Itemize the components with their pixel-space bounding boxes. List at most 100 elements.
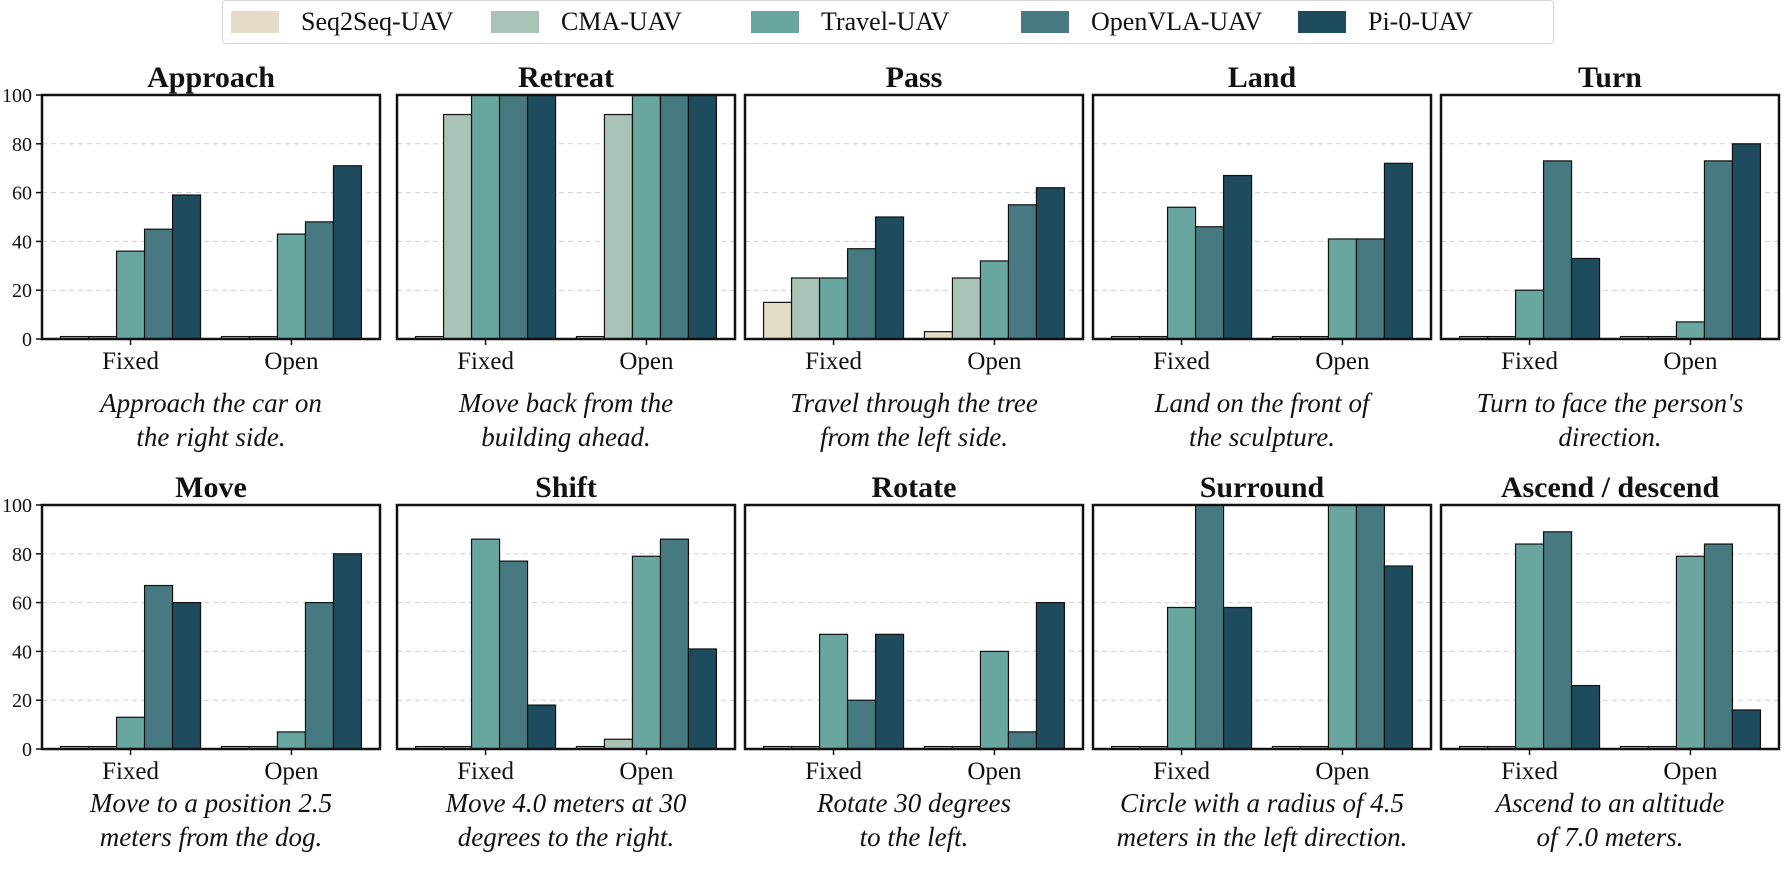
bar xyxy=(304,221,335,340)
chart-caption-line: Rotate 30 degrees xyxy=(816,788,1011,818)
legend-label: CMA-UAV xyxy=(561,7,682,36)
bar xyxy=(1327,504,1358,750)
legend-swatch xyxy=(1298,11,1346,33)
plot-frame xyxy=(1439,503,1781,751)
chart-title: Shift xyxy=(535,471,597,504)
x-tick-label: Open xyxy=(264,758,319,785)
bar xyxy=(115,250,146,340)
y-tick-label: 20 xyxy=(12,690,32,712)
bar xyxy=(276,731,307,750)
bar xyxy=(526,704,557,750)
chart-caption-line: building ahead. xyxy=(481,422,651,452)
bar xyxy=(470,94,501,340)
chart-caption-line: the right side. xyxy=(136,422,285,452)
bar xyxy=(1355,238,1386,340)
chart-panel: Fixed Open Rotate Rotate 30 degrees to the l… xyxy=(743,471,1085,852)
x-tick-label: Open xyxy=(1663,758,1718,785)
chart-caption-line: degrees to the right. xyxy=(458,822,674,852)
x-tick-label: Open xyxy=(967,758,1022,785)
chart-panel: Fixed Open Pass Travel through the tree from… xyxy=(743,61,1085,452)
bar xyxy=(687,648,718,750)
bar xyxy=(1514,289,1545,340)
bar xyxy=(276,233,307,340)
legend-label: Pi-0-UAV xyxy=(1368,7,1473,36)
chart-caption-line: Land on the front of xyxy=(1153,388,1373,418)
chart-caption-line: Travel through the tree xyxy=(790,388,1038,418)
bar xyxy=(1035,601,1066,750)
bar xyxy=(603,738,634,750)
bar xyxy=(115,716,146,750)
legend-item: Travel-UAV xyxy=(751,1,950,43)
chart-panel: Fixed Open Ascend / descend Ascend to an al… xyxy=(1439,471,1781,852)
plot-frame xyxy=(1091,503,1433,751)
chart-panel: Fixed Open Turn Turn to face the person's di… xyxy=(1439,61,1781,452)
bar xyxy=(603,113,634,340)
chart-caption-line: meters in the left direction. xyxy=(1117,822,1408,852)
bar xyxy=(442,113,473,340)
chart-panel: Fixed Open 0 20 40 60 80 100 Move Move to a posit… xyxy=(2,471,382,852)
chart-title: Approach xyxy=(147,61,275,94)
chart-panel: Fixed Open Shift Move 4.0 meters at 30 degre… xyxy=(395,471,737,852)
y-tick-label: 20 xyxy=(12,280,32,302)
y-tick-label: 100 xyxy=(2,495,32,517)
bar xyxy=(846,248,877,340)
bar xyxy=(1007,731,1038,750)
chart-title: Ascend / descend xyxy=(1501,471,1720,504)
plot-frame xyxy=(1091,93,1433,341)
chart-title: Retreat xyxy=(518,61,614,94)
bar xyxy=(1542,531,1573,750)
bar xyxy=(1194,504,1225,750)
bar xyxy=(1675,321,1706,340)
x-tick-label: Fixed xyxy=(805,758,862,785)
legend-swatch xyxy=(751,11,799,33)
chart-caption-line: direction. xyxy=(1558,422,1661,452)
plot-frame xyxy=(395,93,737,341)
x-tick-label: Open xyxy=(967,348,1022,375)
chart-caption-line: Circle with a radius of 4.5 xyxy=(1120,788,1404,818)
y-tick-label: 60 xyxy=(12,183,32,205)
x-tick-label: Fixed xyxy=(102,758,159,785)
x-tick-label: Open xyxy=(1315,348,1370,375)
bar xyxy=(1703,543,1734,750)
bar xyxy=(687,94,718,340)
bar xyxy=(498,94,529,340)
x-tick-label: Fixed xyxy=(1153,348,1210,375)
y-tick-label: 40 xyxy=(12,231,32,253)
chart-panel: Fixed Open Retreat Move back from the buildi… xyxy=(395,61,737,452)
legend-item: Seq2Seq-UAV xyxy=(231,1,454,43)
bar xyxy=(874,633,905,750)
chart-panel: Fixed Open 0 20 40 60 80 100 Approach Approach th… xyxy=(2,61,382,452)
x-tick-label: Fixed xyxy=(805,348,862,375)
chart-title: Pass xyxy=(886,61,943,94)
bar xyxy=(1731,143,1762,340)
chart-caption-line: Approach the car on xyxy=(98,388,322,418)
y-tick-label: 80 xyxy=(12,134,32,156)
plot-frame xyxy=(743,503,1085,751)
x-tick-label: Open xyxy=(264,348,319,375)
legend-label: Travel-UAV xyxy=(821,7,950,36)
legend-item: OpenVLA-UAV xyxy=(1021,1,1262,43)
bar xyxy=(498,560,529,750)
bar xyxy=(631,94,662,340)
bar xyxy=(874,216,905,340)
bar xyxy=(1675,555,1706,750)
chart-title: Surround xyxy=(1200,471,1325,504)
bar xyxy=(1222,606,1253,750)
x-tick-label: Fixed xyxy=(1501,758,1558,785)
chart-title: Land xyxy=(1228,61,1297,94)
bar xyxy=(1007,204,1038,340)
chart-title: Turn xyxy=(1578,61,1642,94)
bar xyxy=(818,277,849,340)
chart-title: Move xyxy=(175,471,247,504)
bar xyxy=(1166,206,1197,340)
bar xyxy=(1355,504,1386,750)
bar xyxy=(979,260,1010,340)
legend-label: OpenVLA-UAV xyxy=(1091,7,1263,36)
chart-caption-line: Ascend to an altitude xyxy=(1494,788,1725,818)
bar xyxy=(1514,543,1545,750)
chart-caption-line: Move to a position 2.5 xyxy=(89,788,332,818)
y-tick-label: 100 xyxy=(2,85,32,107)
bar xyxy=(659,538,690,750)
bar xyxy=(1383,162,1414,340)
x-tick-label: Open xyxy=(1663,348,1718,375)
